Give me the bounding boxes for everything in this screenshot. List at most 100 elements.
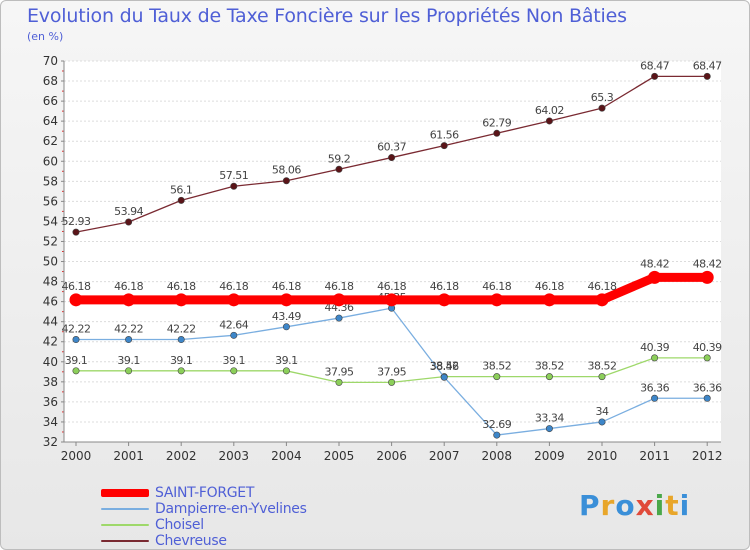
data-label: 46.18 [114,280,143,293]
data-point [385,293,399,307]
data-point [282,367,290,375]
data-label: 37.95 [325,365,354,378]
data-label: 61.56 [430,129,459,142]
data-label: 68.47 [693,59,722,72]
data-point [545,117,553,125]
data-point [440,142,448,150]
data-label: 32.69 [482,418,511,431]
data-label: 38.46 [430,360,459,373]
x-tick-label: 2008 [482,449,513,463]
data-label: 58.06 [272,164,301,177]
data-label: 46.18 [325,280,354,293]
data-label: 39.1 [275,354,298,367]
data-point [648,270,662,284]
data-label: 40.39 [693,341,722,354]
data-label: 48.42 [640,257,669,270]
data-label: 46.18 [219,280,248,293]
data-point [230,331,238,339]
data-point [335,378,343,386]
y-tick-label: 40 [43,355,58,369]
data-label: 52.93 [62,215,91,228]
data-label: 60.37 [377,141,406,154]
data-point [490,293,504,307]
data-label: 39.1 [170,354,193,367]
data-point [72,228,80,236]
data-point [177,336,185,344]
data-label: 43.49 [272,310,301,323]
x-tick-label: 2009 [534,449,565,463]
data-label: 46.18 [588,280,617,293]
data-point [703,72,711,80]
legend-label: SAINT-FORGET [155,485,255,501]
data-point [177,196,185,204]
data-label: 46.18 [167,280,196,293]
data-point [177,367,185,375]
data-label: 46.18 [535,280,564,293]
x-tick-label: 2012 [692,449,723,463]
x-tick-label: 2011 [639,449,670,463]
data-point [282,177,290,185]
y-tick-label: 70 [43,54,58,68]
data-point [335,165,343,173]
data-point [493,431,501,439]
legend-swatch [101,524,149,526]
data-label: 68.47 [640,59,669,72]
data-point [335,314,343,322]
y-tick-label: 52 [43,234,58,248]
data-label: 46.18 [272,280,301,293]
data-label: 33.34 [535,412,564,425]
logo-letter: i [679,489,691,522]
plot-area [64,61,721,442]
x-tick-label: 2003 [219,449,250,463]
data-label: 37.95 [377,365,406,378]
data-label: 38.52 [482,360,511,373]
y-tick-label: 34 [43,415,58,429]
x-tick-label: 2001 [113,449,144,463]
data-label: 39.1 [223,354,246,367]
y-tick-label: 44 [43,315,58,329]
y-tick-label: 62 [43,134,58,148]
data-point [282,323,290,331]
data-point [230,367,238,375]
y-tick-label: 54 [43,214,58,228]
data-label: 42.22 [62,323,91,336]
data-label: 56.1 [170,183,193,196]
chart-unit-label: (en %) [27,30,64,43]
data-label: 59.2 [328,152,351,165]
y-tick-label: 66 [43,94,58,108]
legend-label: Dampierre-en-Yvelines [155,501,307,517]
data-point [279,293,293,307]
y-tick-label: 60 [43,154,58,168]
data-label: 38.52 [430,360,459,373]
data-point [174,293,188,307]
y-tick-label: 32 [43,435,58,449]
y-tick-label: 56 [43,194,58,208]
data-point [651,72,659,80]
data-point [542,293,556,307]
data-label: 42.22 [114,323,143,336]
data-label: 46.18 [430,280,459,293]
data-point [651,394,659,402]
data-point [545,425,553,433]
y-tick-label: 68 [43,74,58,88]
data-label: 53.94 [114,205,143,218]
data-label: 36.36 [640,381,669,394]
x-tick-label: 2005 [324,449,355,463]
data-label: 46.18 [482,280,511,293]
data-point [125,367,133,375]
data-point [440,373,448,381]
data-point [125,336,133,344]
y-tick-label: 36 [43,395,58,409]
data-label: 40.39 [640,341,669,354]
y-tick-label: 38 [43,375,58,389]
logo-letter: t [665,489,680,522]
data-label: 57.51 [219,169,248,182]
data-label: 48.42 [693,257,722,270]
data-label: 39.1 [117,354,140,367]
data-point [72,367,80,375]
legend-label: Choisel [155,517,204,533]
x-tick-label: 2004 [271,449,302,463]
y-tick-label: 58 [43,174,58,188]
data-point [493,129,501,137]
data-point [493,373,501,381]
